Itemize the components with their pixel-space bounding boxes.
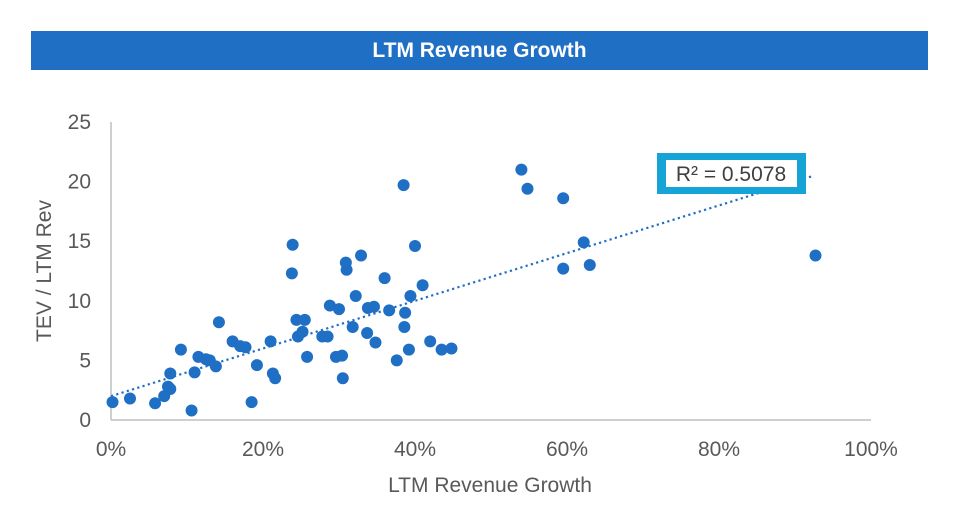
data-point: [336, 372, 349, 385]
data-point: [188, 366, 201, 379]
data-point: [164, 383, 177, 396]
data-point: [174, 343, 187, 356]
data-point: [212, 316, 225, 329]
data-point: [298, 313, 311, 326]
data-point: [383, 304, 396, 317]
data-point: [106, 396, 119, 409]
data-point: [349, 290, 362, 303]
data-point: [399, 306, 412, 319]
data-point: [355, 249, 368, 262]
data-point: [378, 272, 391, 285]
data-point: [409, 239, 421, 252]
data-point: [164, 367, 177, 380]
data-point: [402, 343, 415, 356]
data-points: [106, 163, 822, 417]
data-point: [264, 335, 277, 348]
data-point: [435, 343, 448, 356]
data-point: [557, 192, 570, 205]
data-point: [583, 259, 596, 272]
x-tick-label: 40%: [394, 438, 436, 461]
r-squared-text: R² = 0.5078: [676, 163, 786, 186]
axes: [110, 122, 871, 421]
data-point: [404, 290, 417, 303]
data-point: [336, 349, 349, 362]
data-point: [416, 279, 429, 292]
chart-title-bar: LTM Revenue Growth: [31, 31, 928, 70]
x-tick-label: 0%: [96, 438, 126, 461]
y-tick-label: 10: [68, 290, 91, 313]
data-point: [321, 330, 334, 343]
data-point: [209, 360, 222, 373]
data-point: [424, 335, 437, 348]
data-point: [301, 350, 314, 363]
data-point: [367, 300, 380, 313]
r-squared-label-background: [666, 160, 797, 187]
y-axis-title: TEV / LTM Rev: [33, 200, 56, 342]
data-point: [340, 263, 353, 276]
data-point: [290, 313, 303, 326]
data-point: [398, 321, 411, 334]
data-point: [323, 299, 336, 312]
trendline: [110, 174, 815, 398]
data-point: [285, 267, 298, 280]
data-point: [515, 163, 528, 176]
data-point: [369, 336, 382, 349]
x-tick-label: 60%: [546, 438, 588, 461]
y-tick-label: 0: [79, 409, 91, 432]
data-point: [250, 359, 263, 372]
chart-title: LTM Revenue Growth: [372, 38, 587, 62]
y-tick-labels: 0 5 10 15 20 25: [68, 111, 91, 432]
y-tick-label: 20: [68, 171, 91, 194]
data-point: [333, 303, 345, 316]
r-squared-label: R² = 0.5078: [657, 153, 806, 194]
data-point: [124, 392, 136, 405]
data-point: [397, 179, 410, 192]
data-point: [185, 404, 198, 417]
x-tick-label: 100%: [844, 438, 898, 461]
data-point: [286, 238, 299, 251]
x-tick-labels: 0% 20% 40% 60% 80% 100%: [96, 438, 898, 461]
y-tick-label: 15: [68, 230, 91, 253]
y-tick-label: 25: [68, 111, 91, 134]
x-tick-label: 20%: [242, 438, 284, 461]
data-point: [361, 326, 374, 339]
data-point: [239, 341, 252, 354]
data-point: [245, 396, 258, 409]
x-tick-label: 80%: [698, 438, 740, 461]
data-point: [577, 236, 590, 249]
data-point: [296, 325, 309, 338]
y-tick-label: 5: [79, 349, 91, 372]
data-point: [346, 321, 359, 334]
data-point: [149, 397, 162, 410]
data-point: [390, 354, 403, 367]
data-point: [269, 372, 282, 385]
data-point: [445, 342, 458, 355]
data-point: [521, 182, 534, 195]
x-axis-title: LTM Revenue Growth: [388, 474, 592, 497]
data-point: [809, 249, 822, 262]
data-point: [557, 262, 570, 275]
